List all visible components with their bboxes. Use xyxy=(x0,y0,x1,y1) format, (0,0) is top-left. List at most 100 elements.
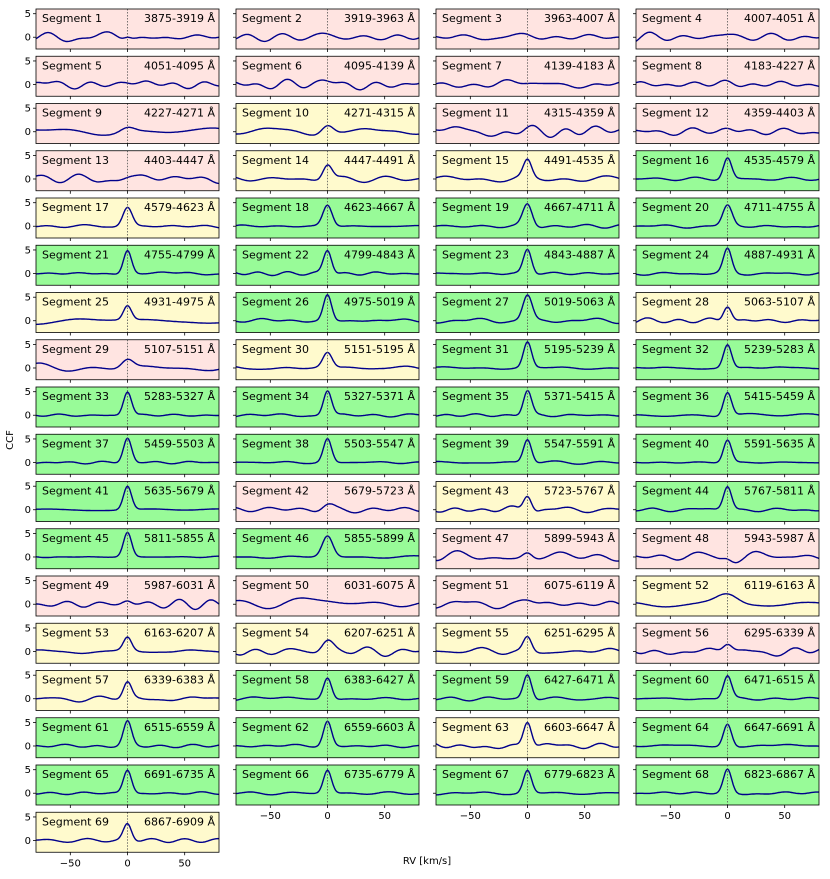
x-tick-label: 0 xyxy=(524,811,530,822)
ccf-line xyxy=(635,247,820,276)
y-axis-label: CCF xyxy=(5,430,16,450)
wavelength-range: 5063-5107 Å xyxy=(744,296,815,309)
segment-label: Segment 33 xyxy=(42,390,109,403)
ccf-line xyxy=(636,343,819,370)
wavelength-range: 5459-5503 Å xyxy=(144,437,215,450)
y-tick-label: 0 xyxy=(25,600,31,611)
wavelength-range: 5503-5547 Å xyxy=(344,437,415,450)
wavelength-range: 6251-6295 Å xyxy=(544,626,615,639)
panel-segment-29: Segment 29 5107-5151 Å 0 5 xyxy=(25,339,220,383)
wavelength-range: 5899-5943 Å xyxy=(544,532,615,545)
panel-segment-32: Segment 32 5239-5283 Å xyxy=(633,339,820,383)
panel-segment-68: Segment 68 6823-6867 Å −50 0 50 xyxy=(633,764,820,822)
panel-segment-26: Segment 26 4975-5019 Å xyxy=(233,292,420,336)
segment-label: Segment 59 xyxy=(442,674,509,687)
panel-segment-45: Segment 45 5811-5855 Å 0 5 xyxy=(25,528,220,572)
segment-label: Segment 3 xyxy=(442,12,502,25)
wavelength-range: 4095-4139 Å xyxy=(344,59,415,72)
segment-label: Segment 57 xyxy=(42,674,109,687)
segment-label: Segment 54 xyxy=(242,626,309,639)
y-tick-label: 5 xyxy=(25,529,31,540)
panel-segment-8: Segment 8 4183-4227 Å xyxy=(633,55,820,100)
segment-label: Segment 41 xyxy=(42,485,109,498)
panel-segment-61: Segment 61 6515-6559 Å 0 5 xyxy=(25,717,220,761)
wavelength-range: 5811-5855 Å xyxy=(144,532,215,545)
segment-label: Segment 21 xyxy=(42,248,109,261)
segment-label: Segment 25 xyxy=(42,296,109,309)
segment-label: Segment 17 xyxy=(42,201,109,214)
wavelength-range: 5239-5283 Å xyxy=(744,343,815,356)
y-tick-label: 5 xyxy=(25,245,31,256)
segment-label: Segment 40 xyxy=(642,437,709,450)
segment-label: Segment 68 xyxy=(642,768,709,781)
wavelength-range: 5591-5635 Å xyxy=(744,437,815,450)
wavelength-range: 5371-5415 Å xyxy=(544,390,615,403)
segment-label: Segment 31 xyxy=(442,343,509,356)
panel-segment-22: Segment 22 4799-4843 Å xyxy=(233,244,420,289)
panel-segment-46: Segment 46 5855-5899 Å xyxy=(233,528,420,572)
segment-label: Segment 58 xyxy=(242,674,309,687)
panel-segment-41: Segment 41 5635-5679 Å 0 5 xyxy=(25,481,220,525)
panel-segment-60: Segment 60 6471-6515 Å xyxy=(633,670,820,714)
panel-segment-7: Segment 7 4139-4183 Å xyxy=(433,55,620,100)
wavelength-range: 4359-4403 Å xyxy=(744,107,815,120)
segment-label: Segment 67 xyxy=(442,768,509,781)
segment-label: Segment 20 xyxy=(642,201,709,214)
segment-label: Segment 35 xyxy=(442,390,509,403)
panel-segment-55: Segment 55 6251-6295 Å xyxy=(433,622,620,667)
segment-label: Segment 12 xyxy=(642,107,709,120)
segment-label: Segment 29 xyxy=(42,343,109,356)
panel-segment-49: Segment 49 5987-6031 Å 0 5 xyxy=(25,575,220,619)
ccf-line xyxy=(35,680,220,703)
y-tick-label: 0 xyxy=(25,836,31,847)
panel-segment-17: Segment 17 4579-4623 Å 0 5 xyxy=(25,197,220,241)
ccf-line xyxy=(235,639,420,657)
panel-segment-65: Segment 65 6691-6735 Å 0 5 xyxy=(25,764,220,808)
wavelength-range: 4491-4535 Å xyxy=(544,154,615,167)
panel-segment-50: Segment 50 6031-6075 Å xyxy=(233,575,420,619)
wavelength-range: 5547-5591 Å xyxy=(544,437,615,450)
y-tick-label: 0 xyxy=(25,458,31,469)
wavelength-range: 4931-4975 Å xyxy=(144,296,215,309)
wavelength-range: 4271-4315 Å xyxy=(344,107,415,120)
wavelength-range: 3963-4007 Å xyxy=(544,12,615,25)
panel-segment-40: Segment 40 5591-5635 Å xyxy=(633,433,820,478)
segment-label: Segment 55 xyxy=(442,626,509,639)
wavelength-range: 4711-4755 Å xyxy=(744,201,815,214)
ccf-line xyxy=(35,485,219,512)
panel-segment-18: Segment 18 4623-4667 Å xyxy=(233,197,420,241)
wavelength-range: 6647-6691 Å xyxy=(744,721,815,734)
y-tick-label: 0 xyxy=(25,647,31,658)
wavelength-range: 4139-4183 Å xyxy=(544,59,615,72)
segment-label: Segment 26 xyxy=(242,296,309,309)
panel-segment-33: Segment 33 5283-5327 Å 0 5 xyxy=(25,386,220,430)
ccf-line xyxy=(435,294,620,325)
wavelength-range: 6075-6119 Å xyxy=(544,579,615,592)
wavelength-range: 6383-6427 Å xyxy=(344,674,415,687)
panel-segment-34: Segment 34 5327-5371 Å xyxy=(233,386,420,430)
ccf-line xyxy=(435,495,620,514)
y-tick-label: 0 xyxy=(25,741,31,752)
wavelength-range: 6031-6075 Å xyxy=(344,579,415,592)
segment-label: Segment 19 xyxy=(442,201,509,214)
y-tick-label: 0 xyxy=(25,552,31,563)
ccf-line xyxy=(235,164,420,184)
ccf-line xyxy=(36,636,220,655)
wavelength-range: 4403-4447 Å xyxy=(144,154,215,167)
y-tick-label: 0 xyxy=(25,789,31,800)
wavelength-range: 5767-5811 Å xyxy=(744,485,815,498)
y-tick-label: 5 xyxy=(25,623,31,634)
wavelength-range: 6119-6163 Å xyxy=(744,579,815,592)
x-axis-label: RV [km/s] xyxy=(403,856,451,867)
panel-segment-12: Segment 12 4359-4403 Å xyxy=(633,103,820,147)
segment-label: Segment 1 xyxy=(42,12,102,25)
ccf-line xyxy=(35,769,219,796)
wavelength-range: 5019-5063 Å xyxy=(544,296,615,309)
y-tick-label: 5 xyxy=(25,9,31,20)
wavelength-range: 5151-5195 Å xyxy=(344,343,415,356)
segment-label: Segment 4 xyxy=(642,12,702,25)
y-tick-label: 5 xyxy=(25,198,31,209)
segment-label: Segment 45 xyxy=(42,532,109,545)
segment-label: Segment 16 xyxy=(642,154,709,167)
